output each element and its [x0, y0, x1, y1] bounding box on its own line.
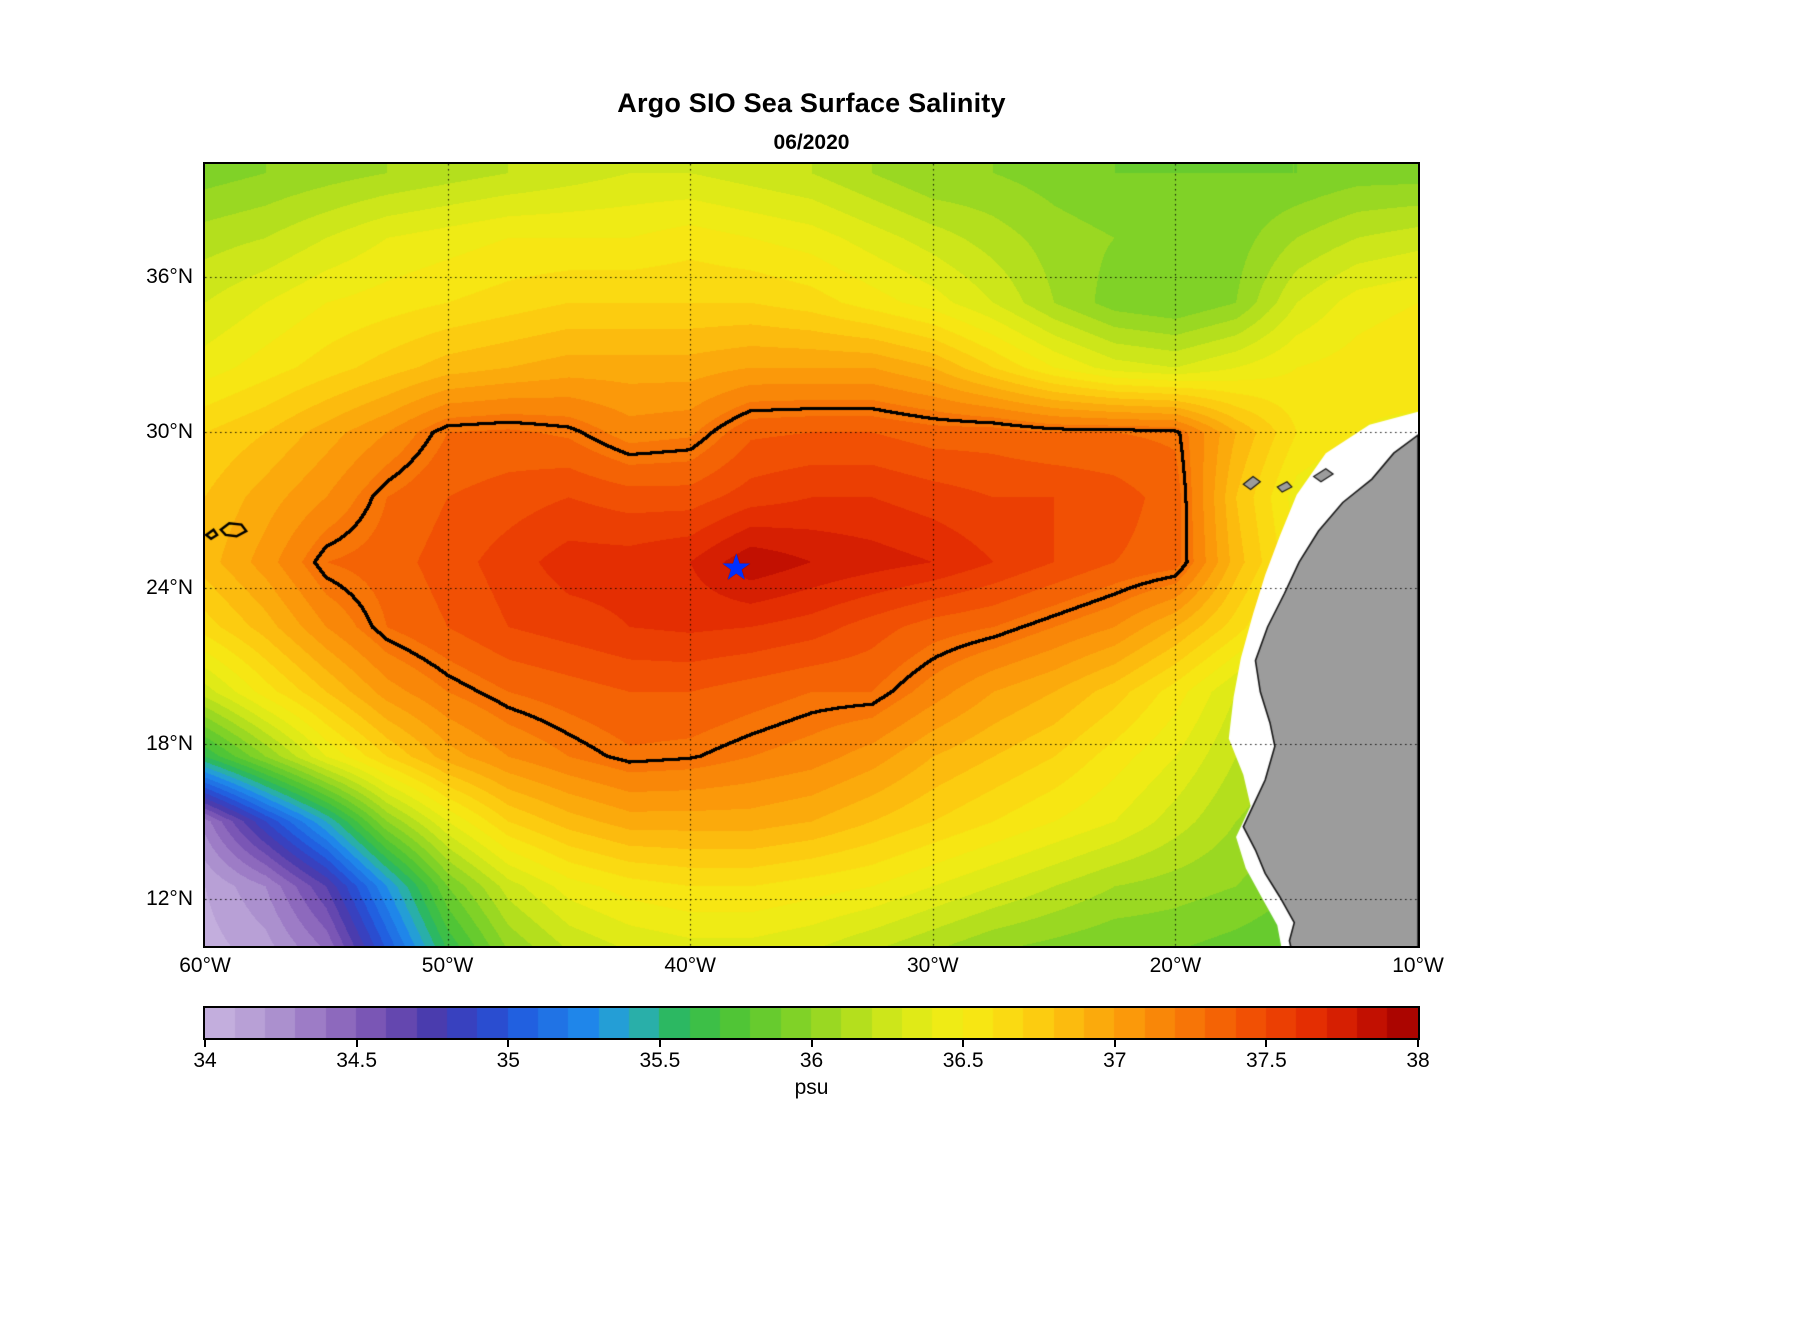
x-axis-tick-label: 40°W: [664, 954, 716, 977]
x-axis-tick-label: 60°W: [179, 954, 231, 977]
colorbar-tick-label: 35: [496, 1049, 520, 1072]
colorbar-tick: [355, 1040, 358, 1047]
colorbar-tick: [204, 1040, 206, 1047]
y-axis-tick-label: 36°N: [146, 264, 193, 288]
colorbar-tick-label: 34: [193, 1049, 217, 1072]
y-axis-tick-label: 18°N: [146, 731, 193, 755]
star-marker: ★: [720, 546, 753, 588]
colorbar-tick: [810, 1040, 813, 1047]
colorbar-tick-label: 37.5: [1245, 1049, 1287, 1072]
colorbar-tick: [1265, 1040, 1268, 1047]
colorbar-units-label: psu: [794, 1076, 829, 1099]
colorbar-tick: [1113, 1040, 1116, 1047]
x-axis-tick-label: 50°W: [421, 954, 474, 977]
colorbar-tick-label: 36.5: [942, 1049, 984, 1072]
colorbar-tick-label: 34.5: [336, 1049, 378, 1072]
y-axis-tick-label: 24°N: [146, 576, 193, 600]
x-axis-tick-label: 30°W: [907, 954, 959, 977]
map-axes-frame: [203, 162, 1420, 948]
y-axis-tick-label: 12°N: [146, 887, 193, 911]
colorbar-tick: [1417, 1040, 1419, 1047]
colorbar-tick-label: 36: [799, 1049, 824, 1072]
x-axis-tick-label: 10°W: [1392, 954, 1444, 977]
salinity-contour-map: [205, 164, 1418, 946]
colorbar-tick: [962, 1040, 965, 1047]
figure-title: Argo SIO Sea Surface Salinity: [617, 88, 1006, 118]
colorbar-tick-label: 35.5: [639, 1049, 681, 1072]
colorbar-frame: [203, 1006, 1420, 1040]
figure-subtitle: 06/2020: [773, 131, 850, 154]
x-axis-tick-label: 20°W: [1149, 954, 1202, 977]
colorbar-gradient: [205, 1008, 1418, 1038]
colorbar-tick: [507, 1040, 510, 1047]
y-axis-tick-label: 30°N: [146, 420, 193, 444]
colorbar-tick: [658, 1040, 661, 1047]
colorbar-tick-label: 38: [1406, 1049, 1430, 1072]
colorbar-tick-label: 37: [1103, 1049, 1127, 1072]
